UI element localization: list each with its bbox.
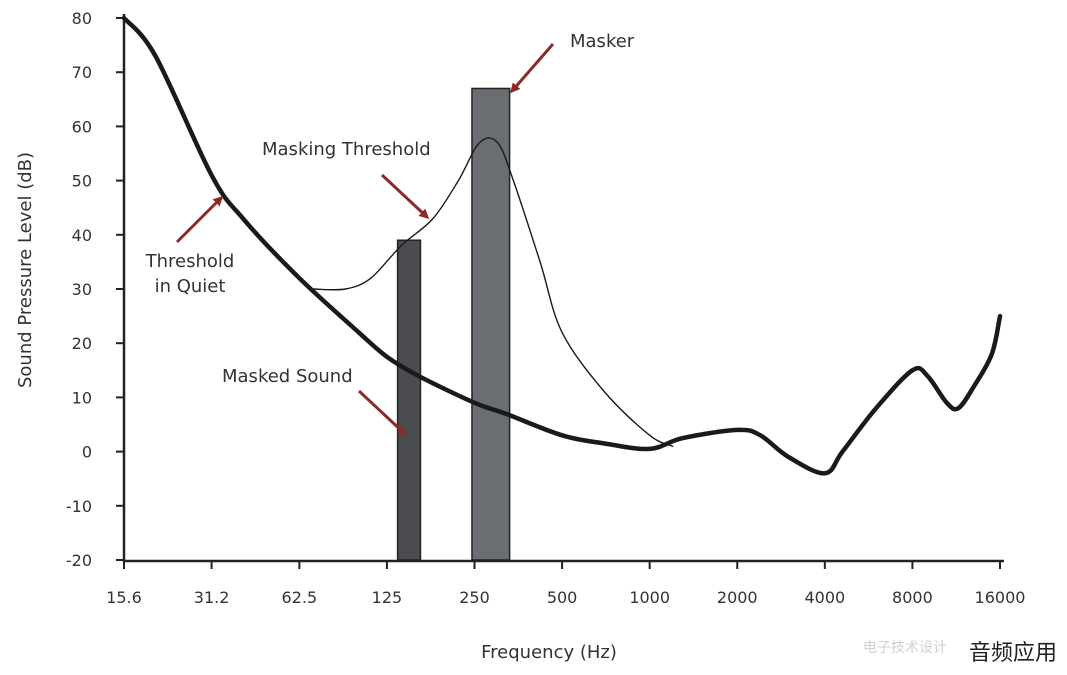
- annotation-masking-threshold-label: Masking Threshold: [262, 139, 431, 160]
- threshold-in-quiet-curve: [121, 15, 1003, 476]
- annotation-threshold-quiet-label-1: Threshold: [145, 251, 235, 272]
- y-axis-title: Sound Pressure Level (dB): [15, 152, 36, 388]
- y-tick-label: 0: [82, 443, 92, 462]
- x-tick-label: 500: [547, 588, 578, 607]
- masking-threshold-arrow: [380, 173, 430, 220]
- masker-bar: [471, 87, 511, 561]
- annotations: Masker Masking Threshold Threshold in Qu…: [145, 31, 635, 437]
- x-tick-label: 31.2: [194, 588, 230, 607]
- x-axis-title: Frequency (Hz): [481, 642, 617, 663]
- masked-sound-arrow: [357, 389, 408, 437]
- y-tick-label: -10: [66, 497, 92, 516]
- y-tick-label: -20: [66, 551, 92, 570]
- watermark-sub: 电子技术设计: [863, 640, 947, 656]
- curves: [121, 15, 1003, 476]
- x-tick-label: 4000: [804, 588, 845, 607]
- y-tick-label: 30: [72, 280, 92, 299]
- annotation-threshold-quiet-label-2: in Quiet: [155, 276, 226, 297]
- watermark: 音频应用: [968, 641, 1057, 666]
- y-tick-label: 70: [72, 63, 92, 82]
- threshold-quiet-arrow: [175, 195, 224, 244]
- y-tick-label: 40: [72, 226, 92, 245]
- annotation-masked-sound-label: Masked Sound: [222, 366, 353, 387]
- y-tick-label: 20: [72, 334, 92, 353]
- masker-arrow: [510, 43, 555, 94]
- x-tick-label: 250: [459, 588, 490, 607]
- axes: 80 70 60 50 40 30 20 10 0 -10 -20 15.6 31.2 62.5 125 25…: [15, 9, 1025, 663]
- y-tick-label: 80: [72, 9, 92, 28]
- y-tick-label: 10: [72, 388, 92, 407]
- x-tick-label: 1000: [629, 588, 670, 607]
- x-tick-label: 62.5: [282, 588, 318, 607]
- x-tick-label: 125: [372, 588, 403, 607]
- x-tick-label: 8000: [892, 588, 933, 607]
- x-tick-label: 15.6: [106, 588, 142, 607]
- y-tick-label: 50: [72, 172, 92, 191]
- masked-sound-bar: [396, 239, 422, 561]
- x-tick-label: 2000: [717, 588, 758, 607]
- masking-threshold-curve: [313, 137, 674, 447]
- x-tick-label: 16000: [975, 588, 1026, 607]
- y-tick-label: 60: [72, 117, 92, 136]
- bars: [396, 87, 511, 561]
- annotation-masker-label: Masker: [570, 31, 635, 52]
